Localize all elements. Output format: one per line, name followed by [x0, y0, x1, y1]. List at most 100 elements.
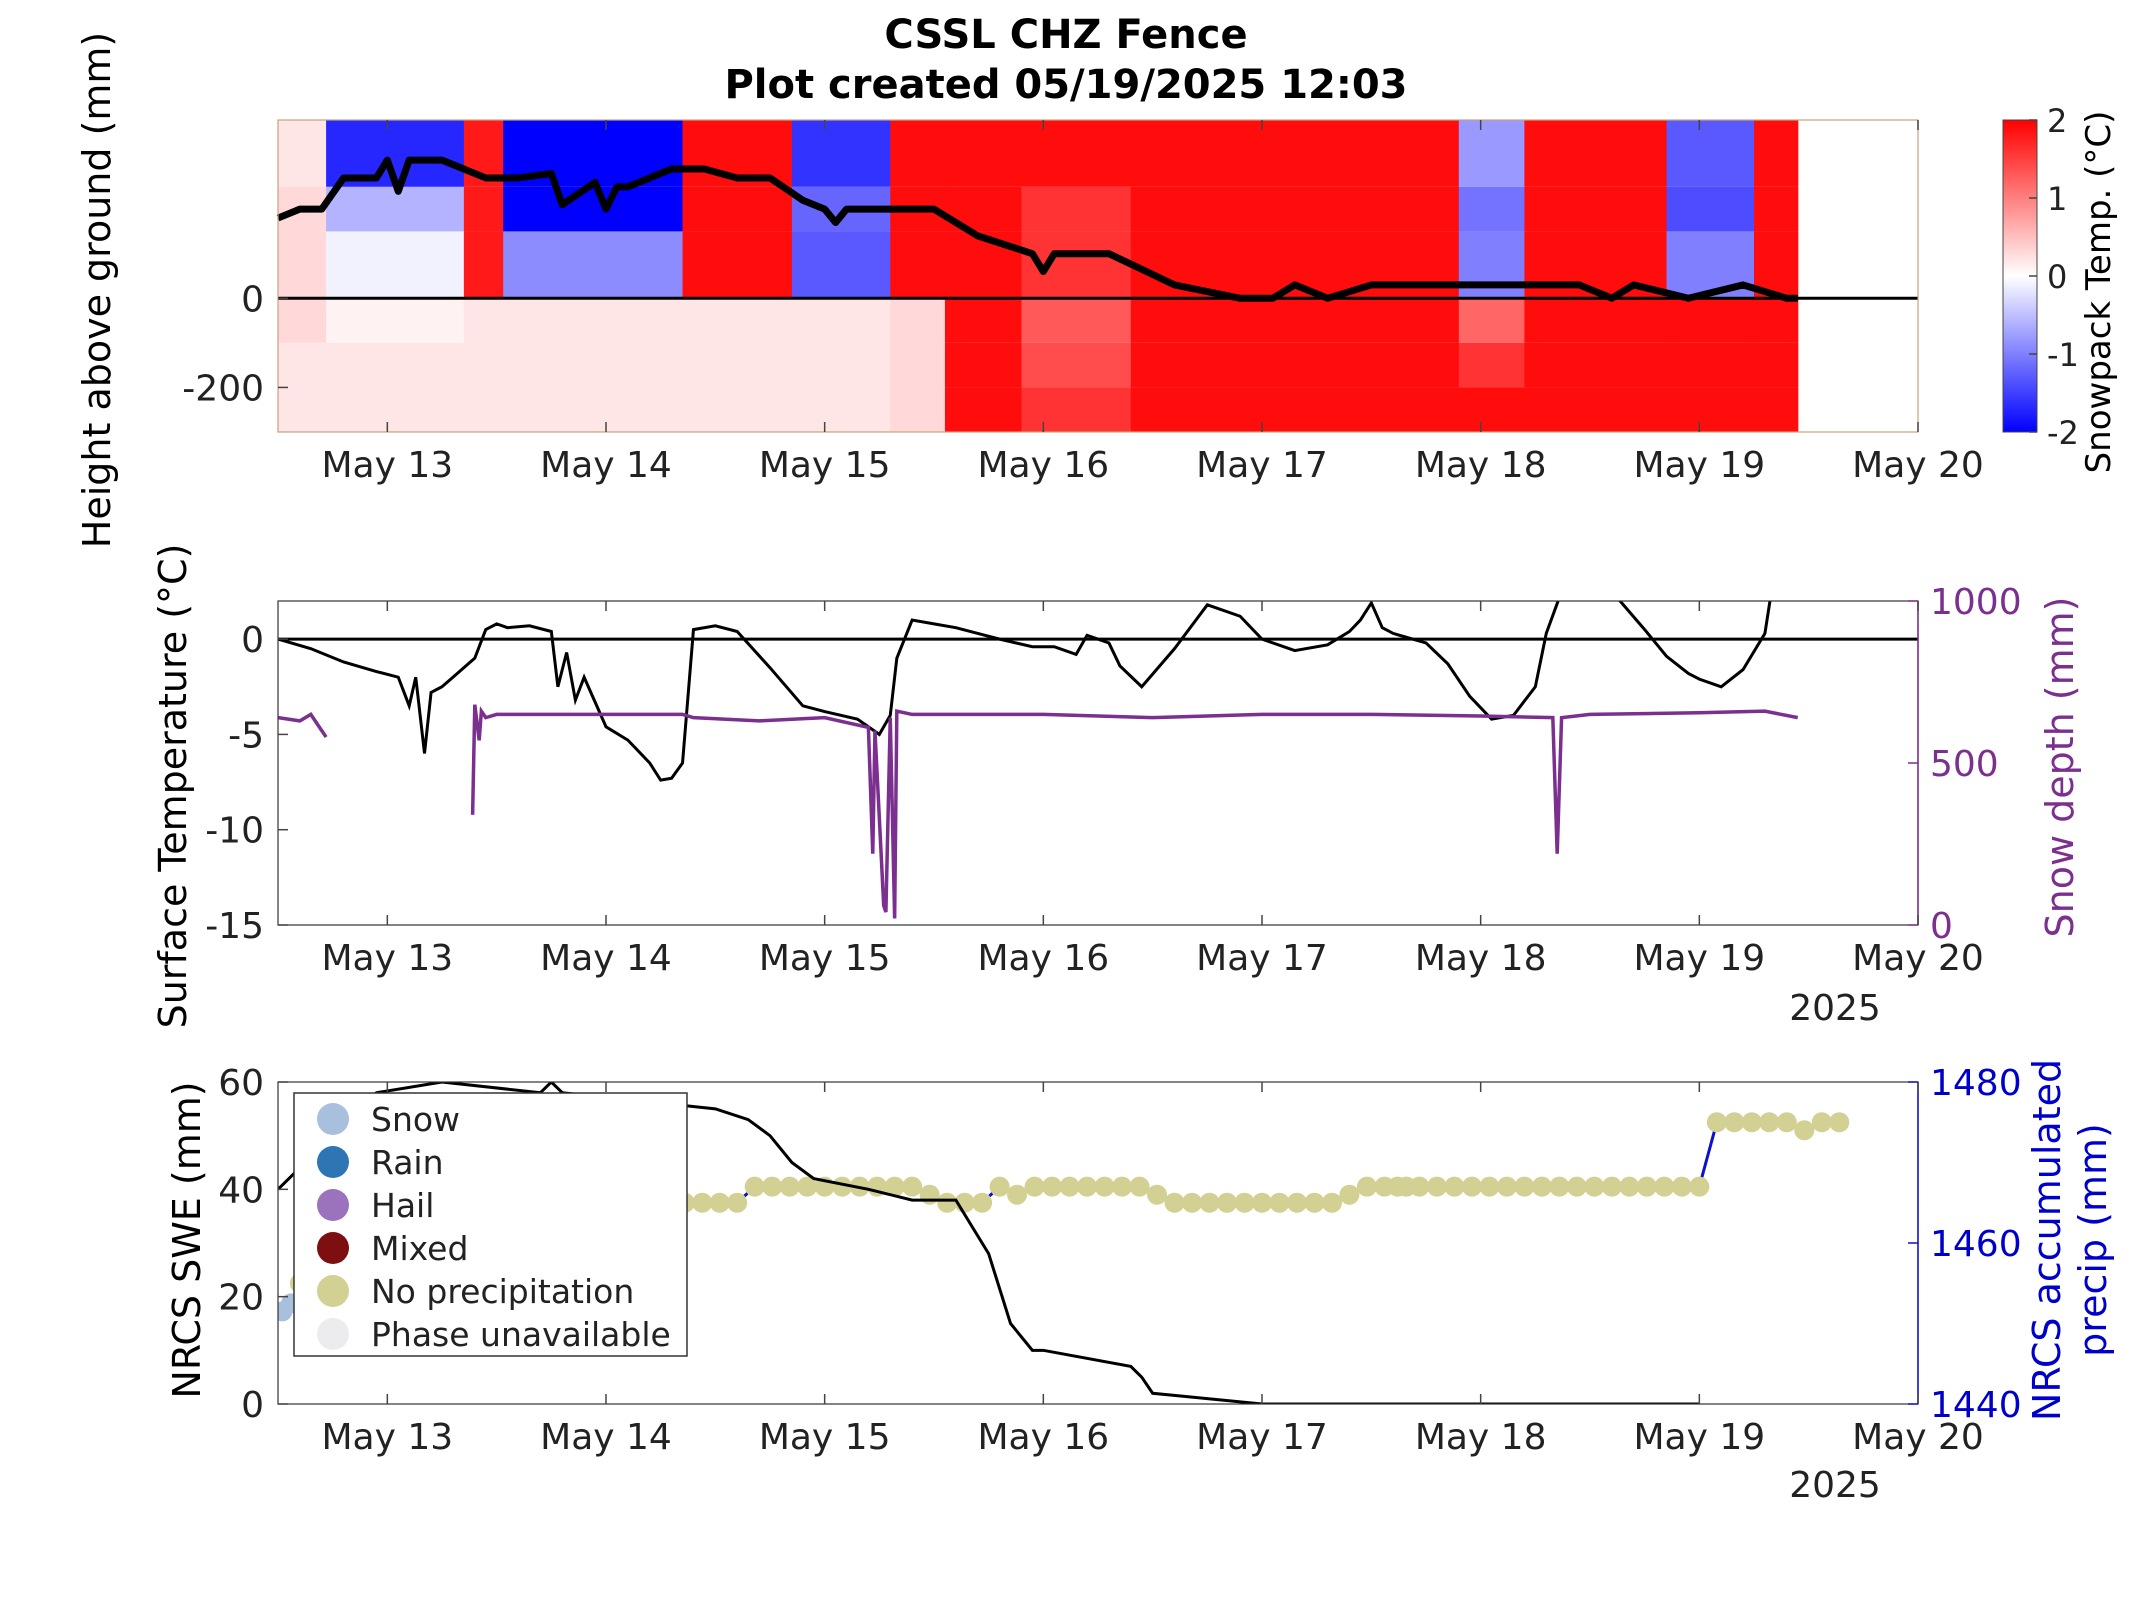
heatmap-cell	[944, 387, 1023, 432]
heatmap-ytick-label: 0	[241, 279, 264, 320]
precip-phase-point	[1042, 1176, 1063, 1197]
precip-phase-point	[1741, 1112, 1762, 1133]
heatmap-cell	[326, 342, 465, 388]
colorbar-tick-label: 1	[2047, 180, 2067, 218]
heatmap-cell	[1130, 298, 1460, 343]
heatmap-cell	[1666, 387, 1755, 432]
legend-marker	[317, 1189, 349, 1221]
precip-phase-point	[1129, 1176, 1150, 1197]
heatmap-cell	[1524, 387, 1668, 432]
precip-phase-point	[937, 1192, 958, 1213]
heatmap-xtick-label: May 13	[321, 445, 453, 486]
heatmap-cell	[1524, 342, 1668, 388]
heatmap-cell	[1458, 120, 1525, 187]
snow-depth-ylabel: Snow depth (mm)	[2038, 597, 2082, 938]
legend-label: Phase unavailable	[371, 1315, 671, 1354]
precip-phase-point	[1007, 1184, 1028, 1205]
heatmap-cell	[463, 298, 504, 343]
heatmap-cell	[682, 186, 793, 232]
precip-phase-point	[1269, 1192, 1290, 1213]
heatmap-cell	[791, 120, 891, 187]
precip-phase-point	[1654, 1176, 1675, 1197]
heatmap-xtick-label: May 15	[759, 445, 891, 486]
precip-phase-point	[1566, 1176, 1587, 1197]
heatmap-cell	[463, 387, 504, 432]
heatmap-cell	[463, 231, 504, 299]
swe-xtick-label: May 14	[540, 1417, 672, 1458]
legend-marker	[317, 1103, 349, 1135]
heatmap-cell	[682, 342, 793, 388]
precip-phase-point	[1479, 1176, 1500, 1197]
precip-phase-point	[1059, 1176, 1080, 1197]
precip-phase-point	[1724, 1112, 1745, 1133]
heatmap-cell	[791, 342, 891, 388]
swe-xtick-label: May 15	[759, 1417, 891, 1458]
heatmap-cell	[1021, 186, 1132, 232]
precip-phase-point	[1024, 1176, 1045, 1197]
precip-phase-point	[1514, 1176, 1535, 1197]
heatmap-cell	[890, 298, 946, 343]
swe-xtick-label: May 13	[321, 1417, 453, 1458]
precip-phase-point	[1601, 1176, 1622, 1197]
heatmap-cell	[791, 231, 891, 299]
heatmap-cell	[682, 387, 793, 432]
heatmap-cell	[890, 231, 946, 299]
precip-phase-point	[1199, 1192, 1220, 1213]
heatmap-cell	[278, 120, 327, 187]
heatmap-xtick-label: May 14	[540, 445, 672, 486]
precip-phase-point	[1356, 1176, 1377, 1197]
surface-temp-xtick-label: May 16	[977, 938, 1109, 979]
legend-label: Mixed	[371, 1229, 468, 1268]
heatmap-ytick-label: -200	[182, 368, 264, 409]
heatmap-cell	[1458, 387, 1525, 432]
precip-phase-point	[1829, 1112, 1850, 1133]
precip-phase-point	[832, 1176, 853, 1197]
heatmap-cell	[503, 387, 684, 432]
precip-phase-point	[1217, 1192, 1238, 1213]
legend-marker	[317, 1146, 349, 1178]
heatmap-cell	[1021, 387, 1132, 432]
precip-phase-point	[1112, 1176, 1133, 1197]
surface-temperature-panel: 0 -5 -10 -15 1000 500 0 May 13 May 14 May 15 May 1…	[205, 582, 2021, 979]
swe-ylabel: NRCS SWE (mm)	[165, 1081, 209, 1398]
heatmap-cell	[326, 231, 465, 299]
precip-phase-point	[1304, 1192, 1325, 1213]
heatmap-cell	[1130, 342, 1460, 388]
colorbar-label: Snowpack Temp. (°C)	[2079, 111, 2119, 474]
heatmap-cell	[463, 186, 504, 232]
surface-temperature-line	[278, 601, 1772, 782]
precip-phase-point	[1496, 1176, 1517, 1197]
precip-phase-point	[1811, 1112, 1832, 1133]
precip-phase-point	[1234, 1192, 1255, 1213]
heatmap-cell	[1458, 186, 1525, 232]
heatmap-cell	[1754, 298, 1799, 343]
precip-phase-point	[1094, 1176, 1115, 1197]
snow-depth-ytick-label: 0	[1930, 906, 1953, 947]
precip-phase-point	[692, 1192, 713, 1213]
precip-phase-point	[1461, 1176, 1482, 1197]
legend-marker	[317, 1232, 349, 1264]
precip-phase-point	[1164, 1192, 1185, 1213]
legend-label: Snow	[371, 1100, 460, 1139]
colorbar-tick-label: 0	[2047, 258, 2067, 296]
precip-phase-point	[727, 1192, 748, 1213]
heatmap-xtick-label: May 20	[1852, 445, 1984, 486]
legend-label: Rain	[371, 1143, 444, 1182]
precip-phase-point	[1619, 1176, 1640, 1197]
heatmap-cell	[1458, 342, 1525, 388]
precip-phase-point	[902, 1176, 923, 1197]
heatmap-cell	[326, 186, 465, 232]
precip-phase-point	[919, 1184, 940, 1205]
heatmap-cell	[944, 231, 1023, 299]
precip-phase-point	[1444, 1176, 1465, 1197]
heatmap-cell	[1021, 298, 1132, 343]
heatmap-cell	[1458, 298, 1525, 343]
precip-phase-point	[1077, 1176, 1098, 1197]
colorbar-tick-label: -1	[2047, 336, 2079, 374]
heatmap-cell	[1666, 120, 1755, 187]
heatmap-axes-box	[277, 119, 1919, 433]
heatmap-cell	[682, 231, 793, 299]
figure-title-line2: Plot created 05/19/2025 12:03	[724, 62, 1407, 108]
heatmap-cell	[503, 342, 684, 388]
heatmap-cell	[1754, 186, 1799, 232]
